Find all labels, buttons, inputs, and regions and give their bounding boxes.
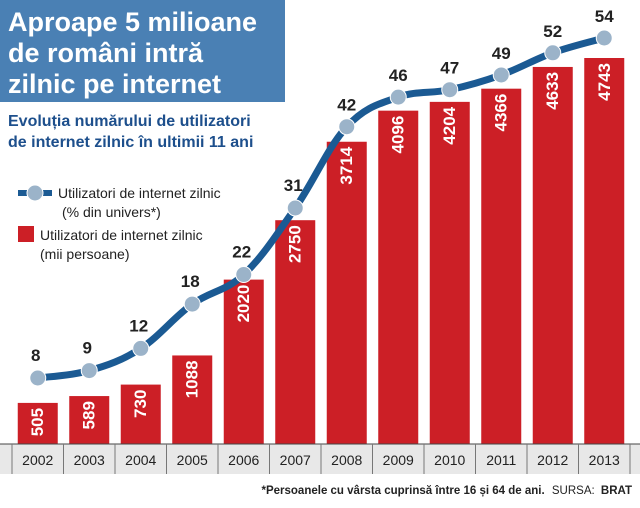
line-point-marker (132, 339, 150, 357)
line-point-label: 18 (181, 272, 200, 291)
x-tick-label: 2013 (589, 452, 620, 468)
line-point-marker (286, 199, 304, 217)
bar (481, 88, 522, 444)
legend-bar-label-2: (mii persoane) (40, 246, 129, 262)
x-tick-label: 2004 (125, 452, 156, 468)
line-point-label: 54 (595, 7, 614, 26)
line-point-label: 12 (129, 316, 148, 335)
legend-marker-swatch (26, 184, 44, 202)
x-tick-label: 2003 (74, 452, 105, 468)
line-point-label: 22 (232, 243, 251, 262)
x-tick-label: 2007 (280, 452, 311, 468)
chart-subtitle-line-1: Evoluția numărului de utilizatori (8, 113, 251, 130)
footnote-text: *Persoanele cu vârsta cuprinsă între 16 … (262, 485, 545, 497)
line-point-label: 49 (492, 44, 511, 63)
bar (69, 396, 110, 444)
legend-bar-label-1: Utilizatori de internet zilnic (40, 227, 203, 243)
bar (172, 355, 213, 444)
line-point-marker (183, 295, 201, 313)
bar-value-label: 4096 (389, 116, 408, 154)
line-point-marker (235, 266, 253, 284)
footnote-source-label: SURSA: (552, 485, 595, 497)
title-block: Aproape 5 milioane de români intră zilni… (0, 0, 285, 102)
bar (532, 66, 573, 444)
title-background (0, 0, 285, 102)
legend-line-label-1: Utilizatori de internet zilnic (58, 185, 221, 201)
bar (326, 141, 367, 444)
footnote: *Persoanele cu vârsta cuprinsă între 16 … (262, 485, 633, 497)
bar-value-label: 2020 (234, 285, 253, 323)
bar-value-label: 4743 (595, 63, 614, 101)
chart-title-line-2: de români intră (8, 38, 204, 68)
line-point-label: 31 (284, 176, 303, 195)
line-point-label: 8 (31, 346, 40, 365)
line-point-marker (595, 29, 613, 47)
bar (223, 279, 264, 444)
line-point-marker (389, 88, 407, 106)
bar (275, 220, 316, 444)
line-point-label: 46 (389, 66, 408, 85)
line-point-marker (492, 66, 510, 84)
bar-value-label: 4366 (492, 94, 511, 132)
bar (429, 101, 470, 445)
line-point-label: 9 (83, 339, 92, 358)
bar (378, 110, 419, 445)
x-tick-label: 2002 (22, 452, 53, 468)
x-tick-label: 2010 (434, 452, 465, 468)
bar-value-label: 589 (80, 401, 99, 429)
chart-subtitle-line-2: de internet zilnic în ultimii 11 ani (8, 134, 253, 151)
x-tick-label: 2012 (537, 452, 568, 468)
bar-value-label: 4633 (543, 72, 562, 110)
line-point-label: 42 (337, 96, 356, 115)
bar-value-label: 2750 (286, 225, 305, 263)
line-point-label: 52 (543, 22, 562, 41)
chart-title-line-3: zilnic pe internet (8, 69, 221, 99)
line-point-label: 47 (440, 59, 459, 78)
legend: Utilizatori de internet zilnic (% din un… (18, 184, 221, 262)
x-tick-label: 2005 (177, 452, 208, 468)
line-point-marker (29, 369, 47, 387)
bar (17, 402, 58, 444)
x-tick-label: 2009 (383, 452, 414, 468)
bar-value-label: 3714 (337, 146, 356, 184)
x-tick-label: 2008 (331, 452, 362, 468)
bar (120, 384, 161, 444)
x-tick-label: 2006 (228, 452, 259, 468)
line-point-marker (544, 44, 562, 62)
subtitle-block: Evoluția numărului de utilizatori de int… (8, 113, 253, 151)
line-point-marker (441, 81, 459, 99)
chart-title-line-1: Aproape 5 milioane (8, 7, 257, 37)
line-point-marker (80, 362, 98, 380)
bar-value-label: 1088 (183, 360, 202, 398)
bar (584, 58, 625, 444)
bar-value-label: 4204 (440, 106, 459, 144)
bar-value-label: 505 (28, 408, 47, 436)
legend-bar-swatch (18, 226, 34, 242)
legend-line-label-2: (% din univers*) (62, 204, 161, 220)
line-point-marker (338, 118, 356, 136)
x-axis: 2002 2003 2004 2005 2006 2007 2008 2009 2010 2011… (0, 443, 640, 474)
bar-value-label: 730 (131, 390, 150, 418)
x-tick-label: 2011 (486, 452, 516, 468)
x-axis-band (0, 444, 640, 474)
footnote-line: *Persoanele cu vârsta cuprinsă între 16 … (262, 485, 633, 497)
line-layer: 8 9 12 18 22 31 42 46 47 49 52 54 (29, 7, 614, 387)
footnote-source-value: BRAT (601, 485, 632, 497)
